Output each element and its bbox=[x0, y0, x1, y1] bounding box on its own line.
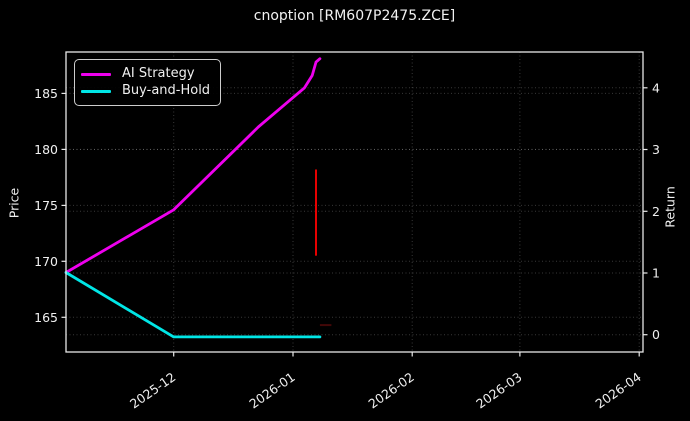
right-tick-label: 0 bbox=[652, 327, 660, 342]
x-tick-label: 2026-01 bbox=[246, 369, 297, 411]
legend-entry-ai-strategy: AI Strategy bbox=[81, 66, 210, 82]
x-tick-label: 2026-02 bbox=[366, 369, 417, 411]
x-tick-label: 2025-12 bbox=[127, 369, 178, 411]
left-tick-label: 185 bbox=[34, 86, 58, 101]
series-line-0 bbox=[64, 57, 322, 274]
legend-entry-buy-and-hold: Buy-and-Hold bbox=[81, 83, 210, 99]
right-tick-label: 2 bbox=[652, 204, 660, 219]
x-tick-label: 2026-03 bbox=[473, 369, 524, 411]
left-tick-label: 170 bbox=[34, 254, 58, 269]
plot-border bbox=[65, 51, 644, 353]
chart-title: cnoption [RM607P2475.ZCE] bbox=[253, 8, 456, 24]
right-tick-label: 3 bbox=[652, 142, 660, 157]
legend-label-ai-strategy: AI Strategy bbox=[122, 66, 195, 81]
x-tick-label: 2026-04 bbox=[593, 369, 644, 411]
legend-swatch-ai-strategy bbox=[81, 72, 111, 76]
legend-swatch-buy-and-hold bbox=[81, 89, 111, 93]
series-line-1 bbox=[64, 271, 322, 339]
left-tick-label: 180 bbox=[34, 142, 58, 157]
right-tick-label: 4 bbox=[652, 80, 660, 95]
left-tick-label: 165 bbox=[34, 310, 58, 325]
legend: AI Strategy Buy-and-Hold bbox=[74, 59, 222, 106]
right-tick-label: 1 bbox=[652, 266, 660, 281]
legend-label-buy-and-hold: Buy-and-Hold bbox=[122, 83, 211, 98]
left-tick-label: 175 bbox=[34, 198, 58, 213]
